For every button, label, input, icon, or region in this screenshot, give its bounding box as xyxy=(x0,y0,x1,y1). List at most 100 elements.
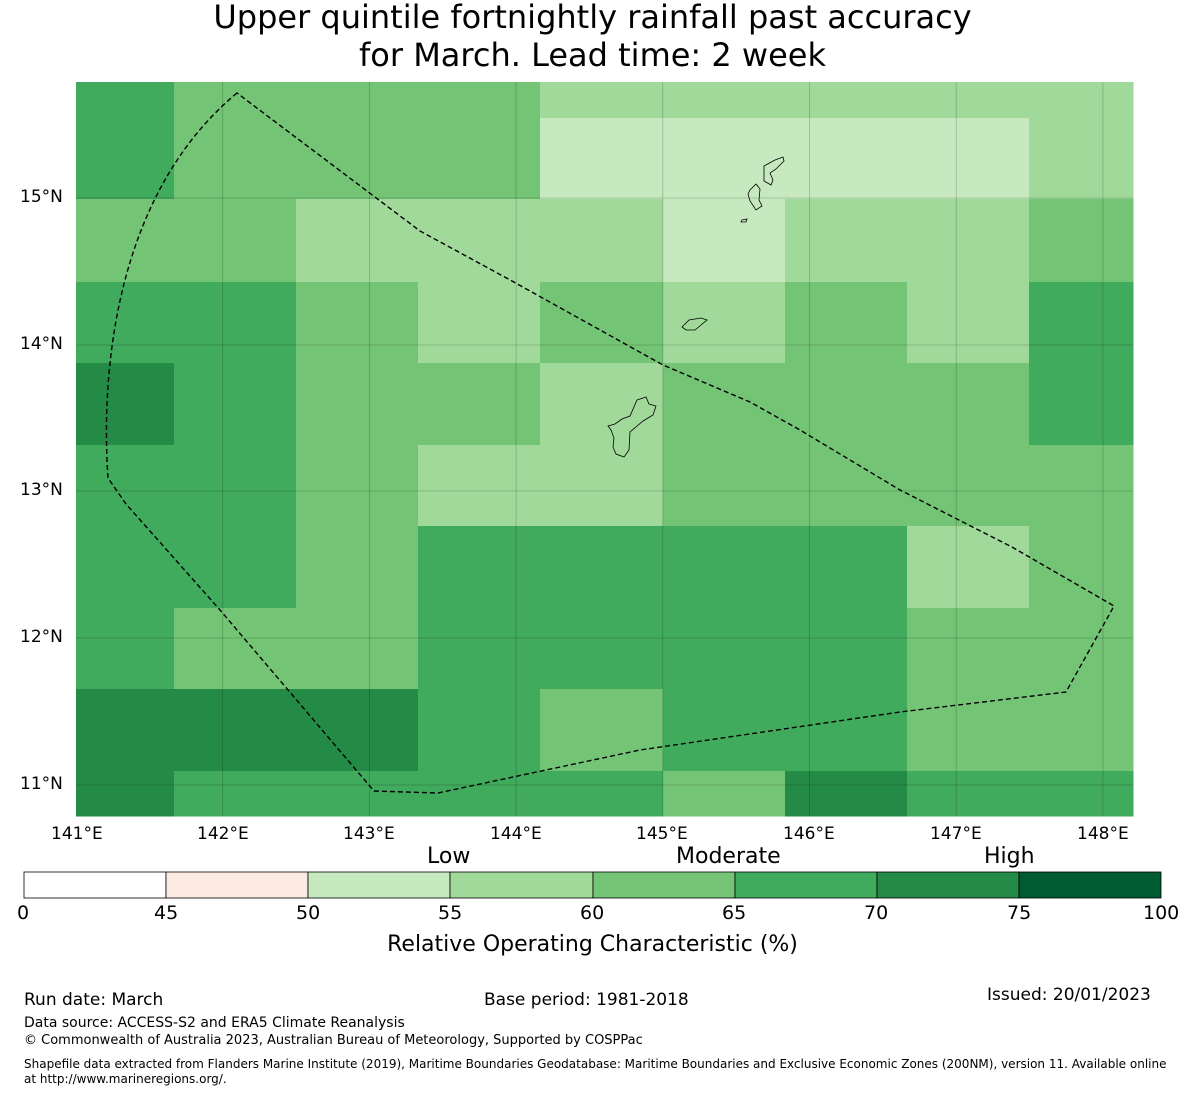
roc-cell xyxy=(663,608,786,690)
roc-cell xyxy=(540,199,664,283)
roc-cell xyxy=(418,689,541,772)
eez-boundary xyxy=(105,92,1115,794)
data-source: Data source: ACCESS-S2 and ERA5 Climate … xyxy=(24,1015,405,1031)
roc-cell xyxy=(418,118,541,200)
roc-cell xyxy=(663,363,786,446)
roc-cell xyxy=(1029,199,1134,283)
colorbar-tick-0: 0 xyxy=(17,902,30,924)
roc-cell xyxy=(663,82,786,119)
roc-cell xyxy=(907,199,1030,283)
roc-cell xyxy=(418,363,541,446)
y-tick-13n: 13°N xyxy=(20,480,63,500)
roc-cell xyxy=(174,771,297,817)
roc-cell xyxy=(174,118,297,200)
roc-cell xyxy=(174,445,297,527)
roc-cell xyxy=(296,689,419,772)
roc-cell xyxy=(540,689,664,772)
lat-lon-gridlines xyxy=(76,82,1133,816)
roc-cell xyxy=(296,82,419,119)
roc-cell xyxy=(76,689,175,772)
roc-cell xyxy=(76,282,175,364)
roc-cell xyxy=(418,526,541,609)
roc-cell xyxy=(1029,363,1134,446)
roc-cell xyxy=(76,608,175,690)
roc-cell xyxy=(663,118,786,200)
colorbar-bin xyxy=(734,871,878,899)
roc-cell xyxy=(418,608,541,690)
roc-cell xyxy=(785,526,908,609)
roc-cell xyxy=(76,363,175,446)
roc-cell xyxy=(907,526,1030,609)
roc-cell xyxy=(418,771,541,817)
roc-cell xyxy=(1029,771,1134,817)
roc-cell xyxy=(418,199,541,283)
roc-cell xyxy=(76,445,175,527)
island-guam xyxy=(607,396,657,458)
colorbar-bin xyxy=(1018,871,1162,899)
island-saipan xyxy=(747,183,763,211)
roc-cell xyxy=(785,199,908,283)
roc-cell xyxy=(663,771,786,817)
category-high: High xyxy=(984,844,1035,869)
roc-cell xyxy=(76,82,175,119)
roc-cell xyxy=(663,199,786,283)
roc-cell xyxy=(76,118,175,200)
issued-date: Issued: 20/01/2023 xyxy=(987,985,1151,1005)
x-tick-145e: 145°E xyxy=(636,824,688,844)
roc-cell xyxy=(540,445,664,527)
island-tinian xyxy=(740,218,748,223)
y-tick-14n: 14°N xyxy=(20,334,63,354)
roc-cell xyxy=(1029,445,1134,527)
roc-cell xyxy=(785,771,908,817)
roc-cell xyxy=(540,771,664,817)
roc-cell xyxy=(540,363,664,446)
roc-cell xyxy=(1029,118,1134,200)
colorbar-label: Relative Operating Characteristic (%) xyxy=(387,932,798,957)
island-rota xyxy=(681,317,708,331)
colorbar-tick-50: 50 xyxy=(296,902,321,924)
colorbar-tick-100: 100 xyxy=(1143,902,1180,924)
roc-cell xyxy=(663,689,786,772)
roc-cell xyxy=(418,282,541,364)
map-title-line-1: Upper quintile fortnightly rainfall past… xyxy=(213,0,972,36)
roc-cell xyxy=(296,608,419,690)
roc-cell xyxy=(907,608,1030,690)
roc-cell xyxy=(296,526,419,609)
roc-cell xyxy=(296,445,419,527)
roc-cell xyxy=(785,118,908,200)
colorbar-tick-45: 45 xyxy=(154,902,179,924)
roc-cell xyxy=(907,118,1030,200)
roc-cell xyxy=(907,689,1030,772)
y-tick-12n: 12°N xyxy=(20,627,63,647)
roc-cell xyxy=(907,82,1030,119)
roc-cell xyxy=(540,526,664,609)
x-tick-147e: 147°E xyxy=(930,824,982,844)
category-low: Low xyxy=(427,844,471,869)
category-moderate: Moderate xyxy=(676,844,781,869)
roc-grid-cells xyxy=(76,82,1134,817)
x-tick-144e: 144°E xyxy=(490,824,542,844)
roc-cell xyxy=(174,199,297,283)
roc-cell xyxy=(663,526,786,609)
roc-cell xyxy=(296,282,419,364)
roc-cell xyxy=(785,282,908,364)
y-tick-15n: 15°N xyxy=(20,187,63,207)
roc-cell xyxy=(174,82,297,119)
roc-cell xyxy=(663,282,786,364)
roc-cell xyxy=(296,363,419,446)
roc-cell xyxy=(907,445,1030,527)
base-period: Base period: 1981-2018 xyxy=(484,990,689,1010)
roc-cell xyxy=(1029,82,1134,119)
roc-cell xyxy=(174,363,297,446)
colorbar-tick-65: 65 xyxy=(722,902,747,924)
copyright: © Commonwealth of Australia 2023, Austra… xyxy=(24,1033,643,1048)
roc-cell xyxy=(296,118,419,200)
roc-cell xyxy=(76,771,175,817)
island-anatahan-area xyxy=(763,156,785,186)
roc-cell xyxy=(785,689,908,772)
roc-cell xyxy=(540,118,664,200)
roc-cell xyxy=(1029,608,1134,690)
roc-cell xyxy=(907,363,1030,446)
roc-cell xyxy=(1029,282,1134,364)
